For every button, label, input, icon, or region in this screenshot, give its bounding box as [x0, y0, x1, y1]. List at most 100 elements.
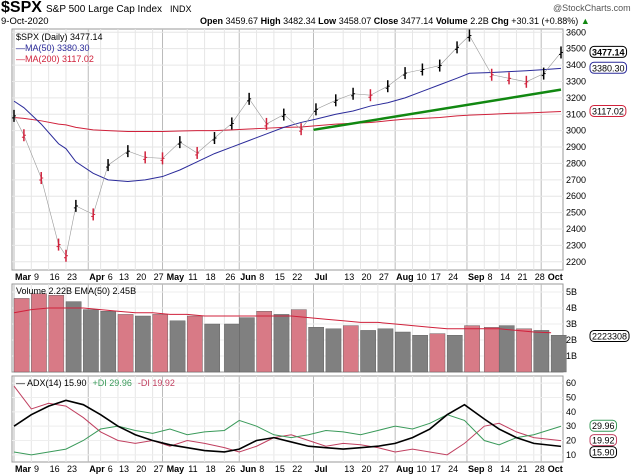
last-value-label: 2223308: [592, 331, 627, 341]
volume-bar: [291, 309, 307, 373]
symbol: $SPX: [1, 0, 42, 16]
volume-bar: [498, 325, 515, 373]
legend-plus-di: +DI 29.96: [93, 378, 132, 388]
x-tick-label: Sep: [468, 272, 485, 282]
volume-bar: [516, 328, 532, 373]
x-tick-label: Jun: [240, 464, 256, 474]
source-label[interactable]: @StockCharts.com: [553, 3, 631, 13]
y-tick-label: 2B: [566, 335, 577, 345]
last-value-label: 29.96: [592, 421, 615, 431]
volume-bar: [48, 295, 65, 373]
x-tick-label: 24: [448, 272, 458, 282]
volume-bar: [256, 311, 272, 373]
volume-bar: [533, 330, 550, 373]
x-tick-label: 11: [188, 272, 197, 282]
x-tick-label: 26: [225, 464, 235, 474]
volume-bar: [187, 315, 203, 373]
price-line: [13, 35, 562, 257]
exchange: INDX: [170, 4, 192, 14]
x-tick-label: Jul: [314, 272, 327, 282]
x-tick-label: Mar: [15, 272, 32, 282]
y-tick-label: 3B: [566, 319, 577, 329]
trendline: [313, 88, 562, 132]
y-tick-label: 2700: [566, 175, 586, 185]
volume-bar: [273, 314, 290, 373]
x-tick-label: Jul: [314, 464, 327, 474]
x-tick-label: 27: [379, 464, 389, 474]
ma200-line: [13, 110, 562, 132]
x-tick-label: 14: [500, 272, 510, 282]
y-tick-label: 1B: [566, 351, 577, 361]
x-tick-label: 28: [535, 464, 545, 474]
x-tick-label: 28: [535, 272, 545, 282]
x-tick-label: Mar: [15, 464, 32, 474]
x-tick-label: 18: [206, 464, 216, 474]
x-tick-label: 21: [517, 272, 527, 282]
y-tick-label: 50: [566, 393, 576, 403]
up-triangle-icon: ▲: [580, 16, 590, 26]
last-value-label: 3117.02: [592, 106, 624, 116]
last-value-badge: [589, 434, 618, 447]
volume-bar: [83, 309, 99, 373]
index-name: S&P 500 Large Cap Index: [46, 4, 163, 15]
x-tick-label: Aug: [396, 464, 414, 474]
volume-bar: [100, 311, 117, 373]
y-tick-label: 3500: [566, 44, 586, 54]
volume-bar: [31, 293, 47, 373]
x-tick-label: Oct: [548, 464, 563, 474]
x-tick-label: Aug: [396, 272, 414, 282]
legend-price: $SPX (Daily) 3477.14: [16, 32, 103, 42]
plus-di-line: [13, 414, 562, 456]
y-tick-label: 2800: [566, 158, 586, 168]
volume-bar: [325, 328, 342, 373]
x-tick-label: Apr: [89, 464, 105, 474]
legend-volume: Volume 2.22B EMA(50) 2.45B: [16, 286, 136, 296]
x-tick-label: 13: [344, 272, 354, 282]
open-value: 3459.67: [225, 16, 259, 26]
quote-summary: Open 3459.67 High 3482.34 Low 3458.07 Cl…: [200, 16, 590, 26]
x-tick-label: 16: [50, 464, 60, 474]
x-tick-label: 23: [67, 464, 77, 474]
y-tick-label: 2600: [566, 191, 586, 201]
y-tick-label: 3400: [566, 60, 586, 70]
last-value-label: 3380.30: [592, 63, 625, 73]
y-tick-label: 3200: [566, 93, 586, 103]
y-tick-label: 2900: [566, 142, 586, 152]
ma50-line: [13, 67, 562, 182]
x-tick-label: 8: [259, 272, 264, 282]
legend-ma50: —MA(50) 3380.30: [16, 43, 90, 53]
y-tick-label: 3000: [566, 126, 586, 136]
y-tick-label: 30: [566, 421, 576, 431]
last-value-badge: [589, 61, 628, 74]
x-tick-label: 18: [206, 272, 216, 282]
x-tick-label: 22: [292, 272, 302, 282]
x-tick-label: 15: [275, 464, 285, 474]
last-value-label: 3477.14: [592, 47, 625, 57]
x-tick-label: 8: [487, 272, 492, 282]
x-tick-label: Apr: [89, 272, 105, 282]
legend-adx: — ADX(14) 15.90: [16, 378, 87, 388]
last-value-badge: [589, 329, 630, 342]
legend-ma200: —MA(200) 3117.02: [16, 54, 94, 64]
y-tick-label: 2200: [566, 257, 586, 267]
x-tick-label: 20: [362, 464, 372, 474]
x-tick-label: Oct: [548, 272, 563, 282]
panel-frame-2: [11, 375, 564, 463]
y-tick-label: 20: [566, 436, 576, 446]
volume-bar: [65, 301, 82, 373]
x-tick-label: 9: [34, 464, 39, 474]
x-tick-label: 9: [34, 272, 39, 282]
y-tick-label: 10: [566, 450, 576, 460]
x-tick-label: 20: [136, 464, 146, 474]
volume-bar: [429, 333, 446, 373]
y-tick-label: 2500: [566, 208, 586, 218]
date-label: 9-Oct-2020: [1, 16, 49, 27]
volume-bar: [308, 327, 324, 373]
panel-frame-0: [11, 28, 564, 271]
adx-line: [13, 399, 562, 453]
volume-bar: [412, 335, 428, 373]
volume-bar: [377, 328, 394, 373]
legend-minus-di: -DI 19.92: [138, 378, 175, 388]
x-tick-label: 20: [362, 272, 372, 282]
